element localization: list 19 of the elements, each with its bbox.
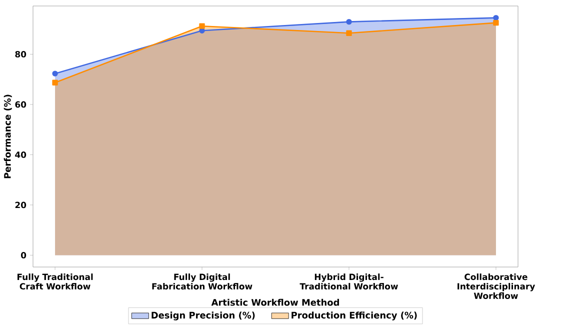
point <box>52 80 58 86</box>
x-tick-label: Fully Traditional Craft Workflow <box>18 274 93 290</box>
y-tick-label: 20 <box>15 202 26 208</box>
point <box>199 23 205 29</box>
x-tick-label: Fully Digital Fabrication Workflow <box>152 274 252 290</box>
y-tick-label: 80 <box>15 51 26 58</box>
point <box>493 20 499 26</box>
legend-label: Design Precision (%) <box>152 312 255 320</box>
x-axis-title: Artistic Workflow Method <box>211 298 339 306</box>
point <box>52 70 58 76</box>
point <box>346 18 352 25</box>
y-tick-label: 60 <box>15 101 26 108</box>
legend-label: Production Efficiency (%) <box>292 312 417 320</box>
x-tick-label: Collaborative Interdisciplinary Workflow <box>458 274 536 299</box>
x-tick-label: Hybrid Digital-Traditional Workflow <box>300 274 398 290</box>
y-tick-label: 40 <box>15 152 26 158</box>
y-axis-title: Performance (%) <box>4 94 12 178</box>
y-tick-label: 0 <box>21 252 26 258</box>
point <box>346 30 352 36</box>
